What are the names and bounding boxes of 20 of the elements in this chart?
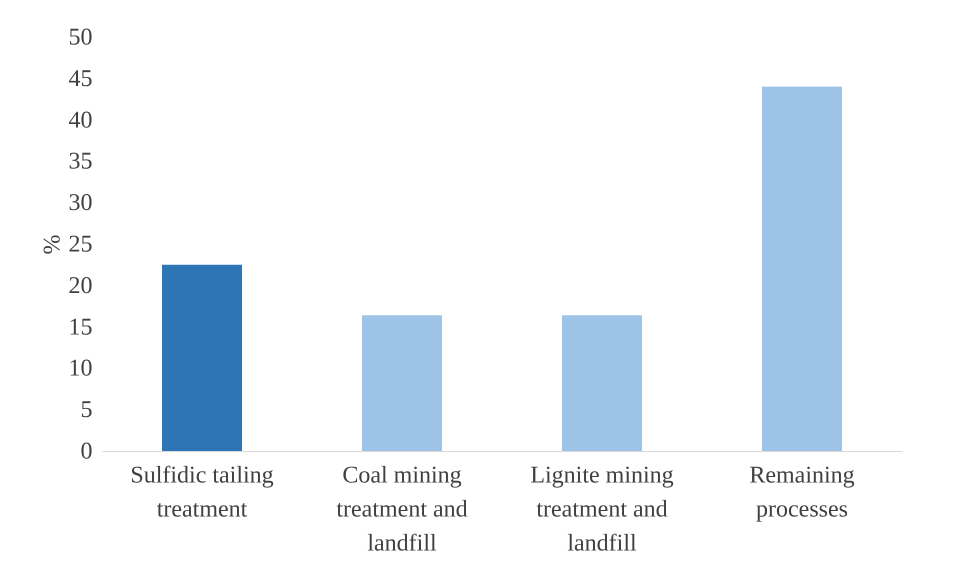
y-axis-title: % xyxy=(40,234,66,254)
y-tick-label: 15 xyxy=(68,314,92,340)
bar xyxy=(162,264,242,451)
x-tick-label: Coal mining treatment and landfill xyxy=(336,462,468,556)
x-tick-label: Remaining processes xyxy=(749,462,855,522)
y-tick-label: 45 xyxy=(68,66,92,92)
x-tick-label: Sulfidic tailing treatment xyxy=(130,462,274,522)
bar xyxy=(562,315,642,451)
y-tick-label: 40 xyxy=(68,107,92,134)
y-tick-label: 50 xyxy=(68,24,92,50)
y-tick-label: 5 xyxy=(80,397,92,424)
y-tick-label: 10 xyxy=(68,356,92,382)
x-tick-label: Lignite mining treatment and landfill xyxy=(530,462,674,556)
y-tick-label: 0 xyxy=(80,438,92,464)
y-tick-label: 25 xyxy=(68,232,92,258)
y-tick-label: 35 xyxy=(68,148,92,175)
y-tick-label: 20 xyxy=(68,272,92,299)
y-tick-label: 30 xyxy=(68,190,92,216)
bar xyxy=(762,86,842,451)
bar xyxy=(362,315,442,451)
